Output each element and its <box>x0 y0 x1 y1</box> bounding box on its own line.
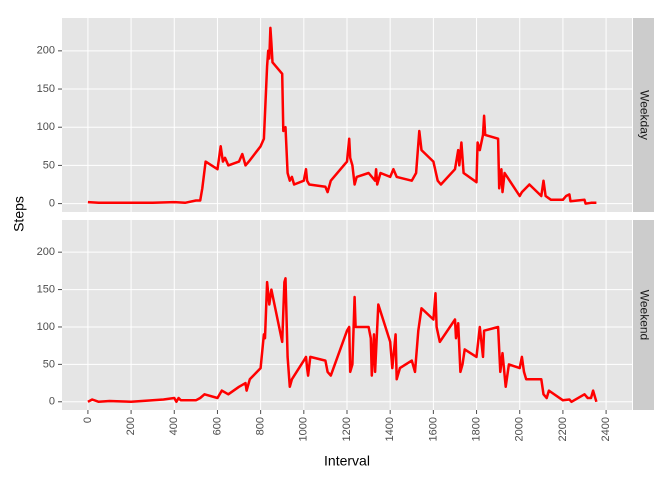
strip-background <box>633 220 654 410</box>
y-tick-label: 150 <box>37 83 55 95</box>
x-tick-label: 1200 <box>341 417 353 441</box>
x-tick-label: 800 <box>255 417 267 435</box>
strip-label: Weekend <box>637 290 651 340</box>
series-line <box>87 26 597 205</box>
x-tick-label: 200 <box>125 417 137 435</box>
x-tick-label: 1600 <box>427 417 439 441</box>
strip-label: Weekday <box>637 90 651 140</box>
x-tick-label: 2400 <box>600 417 612 441</box>
x-tick-label: 400 <box>168 417 180 435</box>
y-tick-label: 100 <box>37 121 55 133</box>
x-axis-title: Interval <box>324 453 370 469</box>
strip-background <box>633 18 654 212</box>
x-tick-label: 0 <box>82 417 94 423</box>
x-tick-label: 2000 <box>514 417 526 441</box>
x-tick-label: 1800 <box>470 417 482 441</box>
y-tick-label: 100 <box>37 321 55 333</box>
y-tick-label: 0 <box>49 198 55 210</box>
y-tick-label: 0 <box>49 396 55 408</box>
y-tick-label: 200 <box>37 45 55 57</box>
y-tick-label: 200 <box>37 246 55 258</box>
y-tick-label: 150 <box>37 283 55 295</box>
x-tick-label: 600 <box>211 417 223 435</box>
x-tick-label: 1400 <box>384 417 396 441</box>
y-tick-label: 50 <box>43 159 55 171</box>
x-tick-label: 2200 <box>557 417 569 441</box>
x-tick-label: 1000 <box>298 417 310 441</box>
series-line <box>87 277 598 404</box>
y-axis-title: Steps <box>11 196 27 232</box>
y-tick-label: 50 <box>43 358 55 370</box>
